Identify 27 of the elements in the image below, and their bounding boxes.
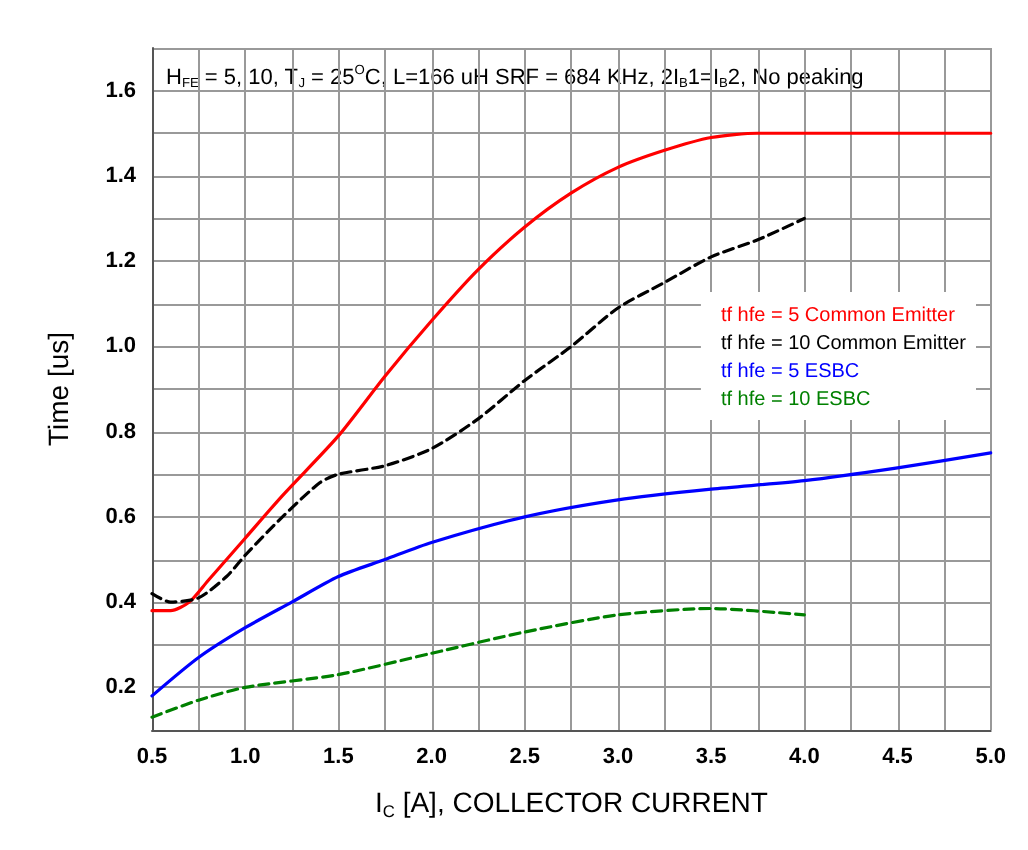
x-tick-label: 4.5 [882, 745, 913, 769]
x-tick-label: 2.5 [509, 745, 541, 769]
x-tick-label: 1.5 [323, 745, 354, 769]
y-axis-title: Time [us] [42, 331, 74, 447]
y-tick-label: 1.6 [105, 78, 136, 103]
y-tick-label: 0.4 [105, 590, 138, 615]
x-tick-label: 4.0 [789, 745, 820, 769]
x-tick-label: 1.0 [229, 745, 261, 769]
x-tick-label: 0.5 [136, 745, 168, 769]
text: tf hfe = 10 ESBC [720, 389, 871, 411]
x-tick-label: 3.5 [695, 745, 727, 769]
line-series [150, 451, 993, 698]
y-tick-label: 0.6 [105, 504, 136, 529]
y-tick-label: 1.2 [105, 249, 136, 274]
y-tick-label: 0.8 [105, 419, 136, 444]
line-series [150, 131, 993, 613]
text: tf hfe = 5 Common Emitter [720, 305, 957, 327]
line-series [150, 606, 806, 719]
y-tick-label: 0.2 [105, 675, 136, 700]
x-tick-label: 2.0 [416, 745, 447, 769]
y-tick-label: 1.0 [105, 334, 136, 359]
y-tick-label: 1.4 [105, 163, 138, 188]
x-tick-label: 5.0 [975, 745, 1007, 769]
text: tf hfe = 10 Common Emitter [720, 333, 968, 355]
text: tf hfe = 5 ESBC [720, 361, 860, 383]
line-series [150, 216, 806, 604]
x-tick-label: 3.0 [602, 745, 634, 769]
